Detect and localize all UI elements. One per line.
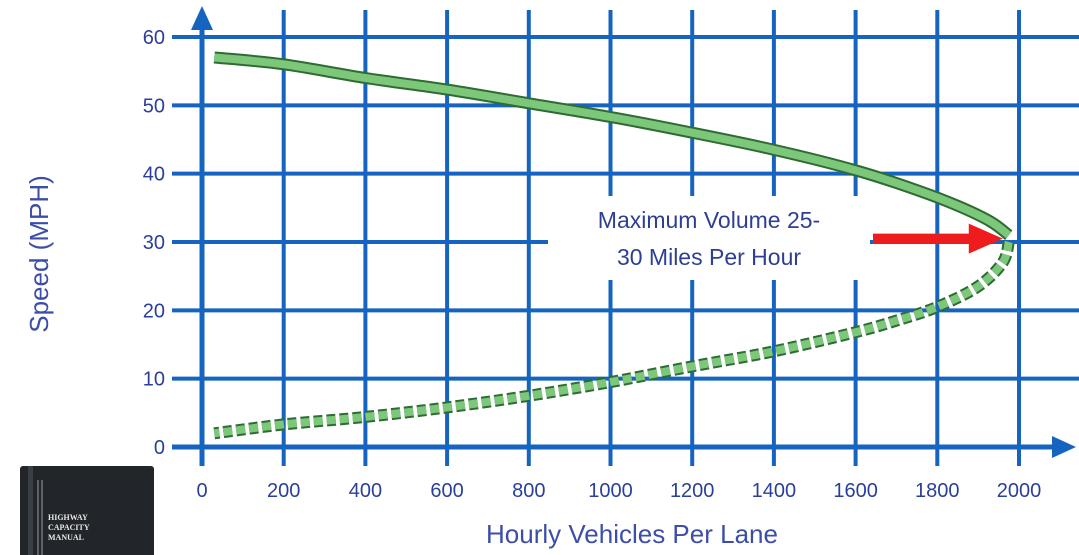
x-tick-labels: 0 200 400 600 800 1000 1200 1400 1600 1800 2000	[196, 480, 1041, 502]
x-tick-label-0: 0	[196, 480, 207, 502]
y-tick-label-30: 30	[143, 232, 165, 254]
x-tick-label-1600: 1600	[833, 480, 878, 502]
book-title-line-3: MANUAL	[48, 533, 84, 542]
x-axis-arrowhead	[1052, 436, 1076, 458]
y-axis-title: Speed (MPH)	[24, 175, 54, 333]
x-tick-label-1000: 1000	[588, 480, 633, 502]
book-title-line-2: CAPACITY	[48, 523, 90, 532]
x-tick-label-2000: 2000	[997, 480, 1042, 502]
speed-flow-curve	[213, 51, 1015, 440]
y-tick-labels: 0 10 20 30 40 50 60	[143, 27, 165, 459]
annotation-background	[548, 196, 870, 280]
x-tick-label-1200: 1200	[670, 480, 715, 502]
y-tick-label-40: 40	[143, 164, 165, 186]
annotation-arrow	[873, 223, 1003, 254]
y-tick-label-60: 60	[143, 27, 165, 49]
book-title-line-1: HIGHWAY	[48, 513, 88, 522]
annotation-line-1: Maximum Volume 25-	[598, 207, 820, 233]
x-tick-label-200: 200	[267, 480, 300, 502]
x-tick-label-400: 400	[349, 480, 382, 502]
annotation-arrow-head	[968, 223, 1003, 254]
x-tick-label-1800: 1800	[915, 480, 960, 502]
axes	[172, 6, 1076, 466]
x-axis-title: Hourly Vehicles Per Lane	[486, 519, 778, 549]
y-tick-label-50: 50	[143, 95, 165, 117]
x-tick-label-800: 800	[512, 480, 545, 502]
annotation-line-2: 30 Miles Per Hour	[617, 244, 801, 270]
series-1-line	[213, 240, 1013, 438]
y-tick-label-10: 10	[143, 369, 165, 391]
x-tick-label-1400: 1400	[752, 480, 797, 502]
y-axis-arrowhead	[191, 6, 213, 30]
series-0-line	[213, 53, 1012, 239]
y-tick-label-0: 0	[154, 437, 165, 459]
book-cover-icon: HIGHWAY CAPACITY MANUAL	[20, 466, 154, 555]
y-tick-label-20: 20	[143, 300, 165, 322]
x-tick-label-600: 600	[430, 480, 463, 502]
